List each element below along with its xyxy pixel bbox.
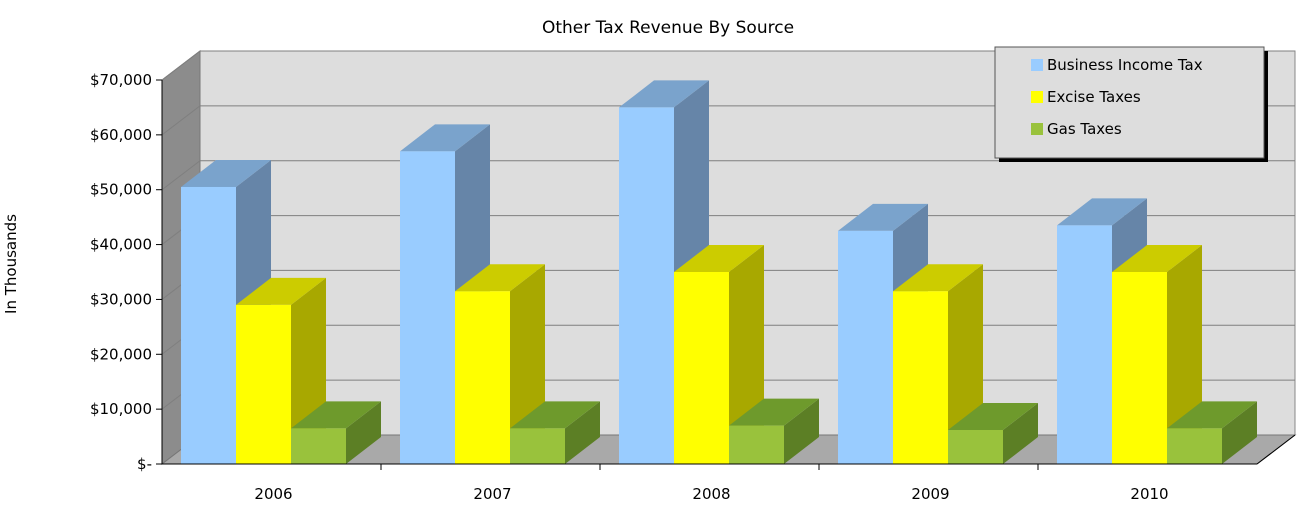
bar-top (510, 401, 600, 429)
bar-front (729, 425, 784, 464)
legend-swatch (1031, 91, 1043, 103)
bar (948, 402, 1038, 464)
bar-front (510, 428, 565, 464)
legend-entry: Excise Taxes (1047, 88, 1141, 106)
bar (291, 401, 381, 464)
bar-top (291, 401, 381, 429)
bar-top (674, 245, 764, 272)
bar-top (729, 398, 819, 426)
legend-swatch (1031, 123, 1043, 135)
bar-front (1112, 272, 1167, 464)
chart-title: Other Tax Revenue By Source (542, 18, 794, 38)
bar-top (400, 124, 490, 152)
bar-front (400, 151, 455, 465)
bar-front (619, 107, 674, 464)
x-axis-depth (1256, 434, 1296, 465)
bar-front (838, 230, 893, 464)
bar-front (1167, 428, 1222, 464)
legend-entry: Gas Taxes (1047, 120, 1122, 138)
bar-front (291, 428, 346, 464)
bar-front (455, 291, 510, 464)
bar (1167, 401, 1257, 464)
bar-top (1112, 245, 1202, 272)
y-tick-label: $- (137, 455, 152, 473)
bar (510, 401, 600, 464)
bar-front (1057, 225, 1112, 464)
bar-top (455, 264, 545, 292)
y-tick-label: $60,000 (90, 126, 152, 144)
bar-front (181, 186, 236, 464)
bar-front (948, 429, 1003, 464)
bar (729, 398, 819, 464)
bar-top (948, 402, 1038, 430)
bar-top (181, 159, 271, 187)
bar-side (784, 398, 819, 464)
y-tick-label: $40,000 (90, 236, 152, 254)
y-tick-label: $30,000 (90, 290, 152, 308)
axes: $- $10,000 $20,000 $30,000 $40,000 $50,000 $60… (90, 71, 1296, 503)
bar-front (893, 291, 948, 464)
bar-top (619, 80, 709, 108)
y-tick-label: $50,000 (90, 181, 152, 199)
bar-side (346, 401, 381, 464)
bar-side (1003, 402, 1038, 464)
legend-swatch (1031, 59, 1043, 71)
x-tick-label: 2006 (254, 485, 292, 503)
legend: Business Income Tax Excise Taxes Gas Taxes (994, 46, 1268, 162)
x-tick-label: 2009 (911, 485, 949, 503)
bar-front (674, 272, 729, 464)
y-tick-label: $70,000 (90, 71, 152, 89)
bar-front (236, 304, 291, 464)
bar-side (1222, 401, 1257, 464)
x-tick-label: 2010 (1130, 485, 1168, 503)
gridline-side (161, 50, 201, 81)
bar-side (565, 401, 600, 464)
bar-top (838, 203, 928, 231)
x-tick-label: 2008 (692, 485, 730, 503)
y-axis-label: In Thousands (2, 214, 20, 314)
bars (181, 80, 1257, 465)
legend-entry: Business Income Tax (1047, 56, 1203, 74)
y-tick-label: $10,000 (90, 400, 152, 418)
bar-top (893, 264, 983, 292)
gridline-side (161, 160, 201, 191)
gridline-side (161, 105, 201, 136)
bar-top (1057, 198, 1147, 226)
bar-top (236, 277, 326, 305)
x-tick-label: 2007 (473, 485, 511, 503)
bar-top (1167, 401, 1257, 429)
y-tick-label: $20,000 (90, 345, 152, 363)
bar (236, 277, 326, 464)
